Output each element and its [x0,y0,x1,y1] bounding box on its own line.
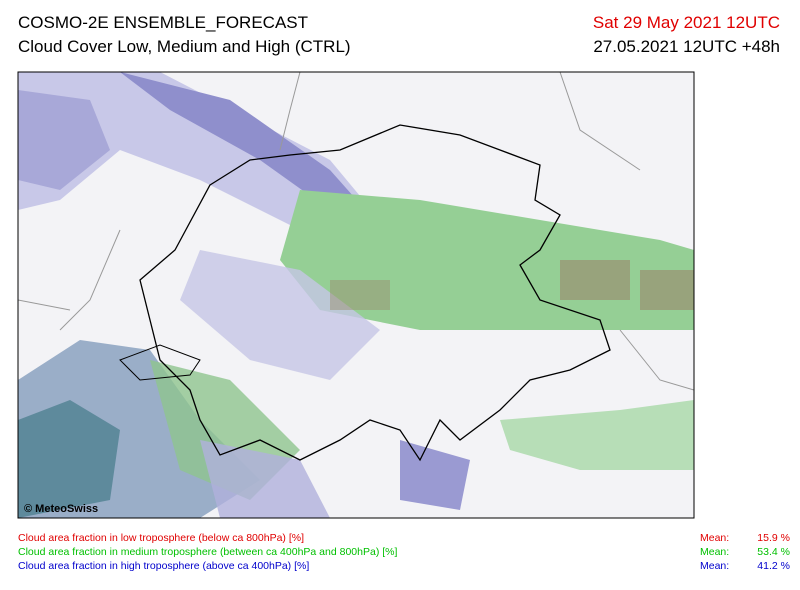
subtitle: Cloud Cover Low, Medium and High (CTRL) [18,37,351,56]
valid-time: Sat 29 May 2021 12UTC [593,13,780,32]
mean-label: Mean: [700,532,729,544]
mean-label: Mean: [700,546,729,558]
legend-label: Cloud area fraction in low troposphere (… [18,532,304,544]
legend-label: Cloud area fraction in high troposphere … [18,560,309,572]
legend: Cloud area fraction in low troposphere (… [18,532,790,572]
copyright: © MeteoSwiss [24,503,98,515]
mean-value: 41.2 % [757,560,790,572]
mean-value: 15.9 % [757,532,790,544]
lake [119,344,201,381]
cloud-fields [18,72,694,518]
mean-value: 53.4 % [757,546,790,558]
legend-label: Cloud area fraction in medium tropospher… [18,546,397,558]
title: COSMO-2E ENSEMBLE_FORECAST [18,13,308,32]
country-borders [18,72,694,391]
mean-label: Mean: [700,560,729,572]
swiss-border [139,124,611,462]
run-time: 27.05.2021 12UTC +48h [593,37,780,56]
map-frame [17,71,695,519]
map: © MeteoSwiss [17,71,695,519]
